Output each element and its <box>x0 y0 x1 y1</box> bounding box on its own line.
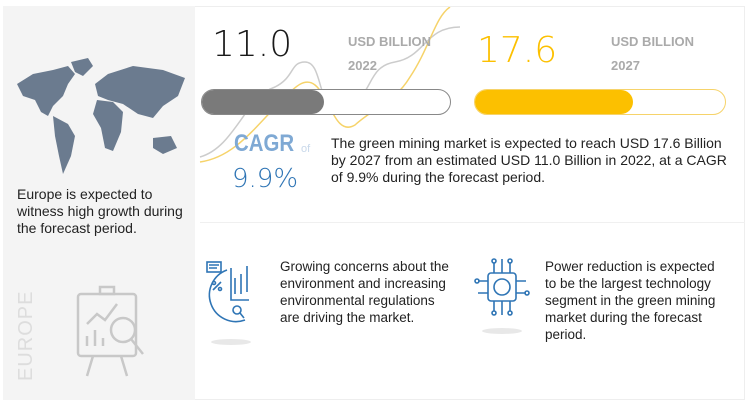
left-panel: Europe is expected to witness high growt… <box>3 6 195 400</box>
value-2022: 11.0 <box>212 24 293 65</box>
cagr-value: 9.9% <box>232 164 299 194</box>
progress-2022-fill <box>202 90 324 114</box>
environment-analytics-icon <box>206 261 251 345</box>
progress-2027-fill <box>475 90 633 114</box>
cagr-label: CAGR <box>234 130 295 157</box>
europe-label: EUROPE <box>15 290 37 381</box>
year-2022: 2022 <box>348 58 377 73</box>
year-2027: 2027 <box>611 58 640 73</box>
cagr-of: of <box>301 143 311 155</box>
value-2027: 17.6 <box>477 30 558 71</box>
unit-2027: USD BILLION <box>611 34 695 49</box>
region-note: Europe is expected to witness high growt… <box>17 186 183 236</box>
progress-2027 <box>474 89 726 115</box>
world-map-icon <box>17 58 185 174</box>
unit-2022: USD BILLION <box>348 34 432 49</box>
market-summary: The green mining market is expected to r… <box>331 135 727 185</box>
ai-chip-icon <box>474 258 530 334</box>
presentation-analytics-icon <box>76 285 144 377</box>
drivers-text: Growing concerns about the environment a… <box>280 259 449 325</box>
divider <box>200 222 745 223</box>
technology-text: Power reduction is expected to be the la… <box>545 259 716 342</box>
progress-2022 <box>201 89 451 115</box>
